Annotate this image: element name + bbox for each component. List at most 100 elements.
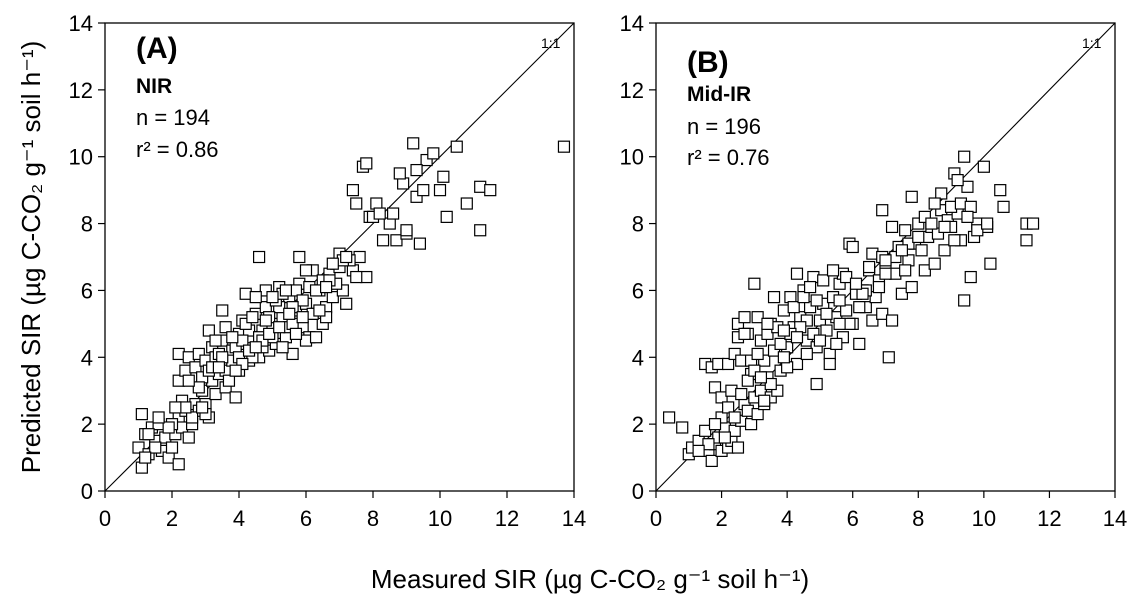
panel-b-data-point (751, 347, 764, 361)
panel-a-n: n = 194 (136, 105, 210, 130)
panel-a-y-tick-label: 6 (81, 278, 93, 303)
panel-a-data-point (293, 250, 306, 264)
panel-b-data-point (895, 244, 908, 257)
panel-b-data-point (833, 317, 846, 330)
panel-b-data-point (797, 291, 810, 304)
panel-a-data-point (236, 334, 249, 347)
panel-b-data-point (931, 227, 945, 240)
panel-a-data-point (433, 184, 447, 197)
panel-a-data-point (400, 224, 413, 237)
panel-a-data-point (353, 250, 366, 264)
panel-a-data-point (135, 408, 148, 421)
panel-b-y-tick-label: 4 (632, 345, 644, 370)
panel-a-data-point (229, 391, 242, 404)
panel-b-data-point (899, 224, 912, 237)
panel-b-data-point (853, 337, 866, 351)
panel-b-data-point (905, 190, 918, 203)
panel-b-data-point (731, 441, 745, 454)
panel-a-data-point (259, 314, 272, 327)
panel-a-y-tick-label: 8 (81, 212, 93, 237)
panel-b-data-point (774, 337, 787, 351)
panel-b-data-point (731, 317, 745, 330)
panel-a-data-point (296, 311, 309, 324)
panel-a-data-point (279, 284, 292, 297)
panel-a-data-point (202, 324, 215, 337)
panel-b-data-point (833, 294, 846, 307)
panel-b-r2: r² = 0.76 (687, 145, 770, 170)
panel-a-data-point (152, 411, 165, 424)
panel-a-ticks: 0 2 4 6 8 10 12 14 0 2 4 6 8 10 12 14 (69, 11, 587, 531)
panel-b-midir: 0 2 4 6 8 10 12 14 0 2 4 6 8 10 12 14 1:1 (B) Mid-IR n … (620, 11, 1128, 531)
panel-a-r2: r² = 0.86 (136, 137, 219, 162)
panel-a-data-point (253, 250, 266, 264)
panel-b-data-point (853, 301, 866, 314)
panel-b-data-point (748, 277, 761, 290)
panel-b-data-point (820, 307, 833, 320)
panel-a-data-point (276, 341, 289, 354)
panel-a-y-tick-label: 0 (81, 479, 93, 504)
panel-b-data-point (872, 280, 886, 294)
panel-b-data-point (918, 264, 931, 277)
panel-b-data-point (882, 351, 895, 364)
panel-b-data-point (781, 361, 794, 374)
panel-b-data-point (813, 334, 827, 347)
panel-a-data-point (139, 451, 152, 464)
panel-b-data-point (846, 240, 859, 254)
panel-a-plot-frame (104, 22, 575, 492)
panel-a-data-point (226, 331, 239, 344)
panel-a-data-point (557, 140, 571, 153)
panel-a-data-point (413, 237, 426, 250)
panel-a-data-point (360, 157, 373, 170)
panel-b-x-tick-label: 2 (715, 506, 727, 531)
panel-b-data-point (876, 204, 889, 217)
panel-b-data-point (994, 184, 1007, 197)
panel-b-data-point (928, 257, 941, 270)
panel-a-data-point (246, 311, 259, 324)
panel-a-data-point (326, 257, 339, 270)
panel-a-data-point (313, 304, 326, 317)
panel-b-data-point (810, 377, 823, 391)
panel-b-data-point (830, 337, 843, 351)
panel-a-data-point (427, 147, 440, 160)
panel-a-data-point (336, 284, 349, 297)
panel-a-points (132, 137, 571, 474)
panel-b-data-point (964, 270, 977, 284)
panel-a-data-point (135, 461, 148, 474)
panel-a-data-point (296, 294, 309, 307)
panel-a-data-point (283, 307, 296, 320)
panel-b-data-point (767, 344, 781, 357)
panel-b-data-point (718, 431, 731, 444)
panel-b-data-point (948, 234, 961, 247)
panel-a-data-point (340, 297, 353, 310)
panel-a-data-point (249, 291, 262, 304)
panel-a-data-point (182, 374, 195, 387)
panel-b-n: n = 196 (687, 114, 761, 139)
panel-a-data-point (149, 441, 162, 454)
panel-b-data-point (961, 180, 974, 193)
panel-a-data-point (162, 421, 175, 434)
panel-b-data-point (728, 411, 741, 424)
panel-b-data-point (767, 291, 781, 304)
panel-a-data-point (309, 284, 323, 297)
panel-a-y-tick-label: 12 (69, 78, 93, 103)
panel-b-data-point (840, 304, 853, 317)
panel-b-data-point (722, 401, 735, 414)
panel-b-data-point (905, 280, 918, 294)
panel-b-data-point (879, 254, 892, 267)
panel-b-plot-frame (655, 22, 1116, 492)
panel-a-data-point (320, 280, 333, 294)
panel-b-ticks: 0 2 4 6 8 10 12 14 0 2 4 6 8 10 12 14 (620, 11, 1128, 531)
panel-b-data-point (663, 411, 676, 424)
panel-b-points (663, 150, 1040, 468)
panel-a-data-point (212, 361, 225, 374)
panel-a-data-point (189, 361, 202, 374)
panel-b-data-point (895, 287, 908, 300)
panel-b-data-point (938, 220, 951, 234)
panel-b-data-point (918, 210, 931, 223)
panel-b-data-point (964, 200, 977, 213)
panel-b-data-point (728, 347, 741, 361)
panel-b-data-point (771, 384, 784, 397)
panel-a-data-point (216, 304, 229, 317)
panel-a-data-point (266, 291, 279, 304)
panel-a-data-point (142, 428, 155, 441)
